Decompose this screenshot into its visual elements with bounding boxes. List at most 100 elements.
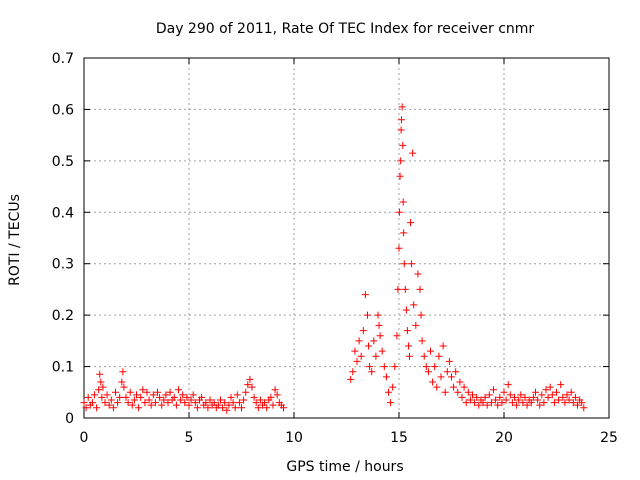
data-point xyxy=(398,103,406,111)
data-point xyxy=(97,378,105,386)
data-point xyxy=(420,352,428,360)
data-point xyxy=(256,396,264,404)
data-point xyxy=(409,149,417,157)
data-point xyxy=(399,198,407,206)
data-point xyxy=(508,399,516,407)
data-point xyxy=(372,352,380,360)
data-point xyxy=(404,342,412,350)
data-point xyxy=(254,404,262,412)
data-point xyxy=(105,401,113,409)
data-point xyxy=(107,396,115,404)
data-point xyxy=(154,388,161,396)
y-tick-label: 0.3 xyxy=(52,257,74,273)
data-point xyxy=(523,401,531,409)
data-point xyxy=(349,368,357,376)
data-point xyxy=(403,327,411,335)
data-point xyxy=(427,347,434,355)
data-point xyxy=(435,352,443,360)
data-point xyxy=(238,404,245,412)
data-point xyxy=(368,368,376,376)
data-point xyxy=(273,391,281,399)
data-point xyxy=(410,301,418,309)
data-point xyxy=(143,388,151,396)
data-point xyxy=(502,396,510,404)
data-point xyxy=(130,396,138,404)
data-point xyxy=(490,386,497,394)
data-point xyxy=(116,393,124,401)
data-point xyxy=(515,396,523,404)
data-point xyxy=(561,399,569,407)
data-point xyxy=(261,399,269,407)
data-point xyxy=(183,393,191,401)
data-point xyxy=(397,126,405,134)
data-point xyxy=(557,381,565,389)
data-point xyxy=(217,396,224,404)
data-point xyxy=(431,363,439,371)
data-point xyxy=(187,396,195,404)
data-point xyxy=(126,388,134,396)
data-point xyxy=(460,383,468,391)
data-point xyxy=(395,208,403,216)
data-point xyxy=(565,396,573,404)
data-point xyxy=(219,404,227,412)
y-tick-labels: 0 0.1 0.2 0.3 0.4 0.5 0.6 0.7 xyxy=(52,51,74,427)
data-point xyxy=(240,396,248,404)
data-point xyxy=(95,386,103,394)
data-point xyxy=(475,401,483,409)
data-point xyxy=(494,401,502,409)
data-point xyxy=(504,381,512,389)
data-point xyxy=(227,393,235,401)
data-point xyxy=(175,386,182,394)
data-point xyxy=(492,396,500,404)
data-point xyxy=(191,399,199,407)
data-point xyxy=(580,404,588,412)
data-point xyxy=(112,388,119,396)
data-point xyxy=(429,378,437,386)
x-tick-label: 25 xyxy=(600,430,618,446)
data-point xyxy=(546,383,554,391)
data-point xyxy=(109,404,117,412)
data-point xyxy=(454,388,462,396)
data-point xyxy=(235,399,243,407)
data-point xyxy=(202,399,210,407)
data-point xyxy=(400,260,408,268)
data-point xyxy=(433,383,441,391)
data-point xyxy=(158,401,166,409)
data-point xyxy=(380,363,388,371)
data-point xyxy=(93,404,101,412)
data-point xyxy=(355,337,363,345)
data-point xyxy=(101,399,109,407)
data-point xyxy=(99,383,107,391)
data-point xyxy=(408,260,416,268)
data-point xyxy=(407,219,415,227)
data-point xyxy=(540,399,548,407)
data-point xyxy=(118,378,126,386)
data-points xyxy=(80,103,588,414)
data-point xyxy=(387,399,395,407)
data-point xyxy=(82,404,90,412)
data-point xyxy=(448,373,455,381)
data-point xyxy=(412,321,420,329)
data-point xyxy=(473,393,481,401)
data-point xyxy=(529,393,537,401)
data-point xyxy=(406,352,413,360)
data-point xyxy=(141,399,149,407)
data-point xyxy=(181,399,189,407)
data-point xyxy=(401,285,409,293)
data-point xyxy=(120,383,128,391)
data-point xyxy=(578,399,586,407)
data-point xyxy=(416,285,424,293)
data-point xyxy=(443,368,451,376)
data-point xyxy=(382,373,390,381)
data-point xyxy=(137,393,145,401)
data-point xyxy=(567,388,575,396)
data-point xyxy=(414,270,422,278)
data-point xyxy=(398,116,406,124)
axis-ticks xyxy=(83,57,610,419)
data-point xyxy=(189,391,197,399)
data-point xyxy=(139,386,147,394)
data-point xyxy=(244,381,252,389)
data-point xyxy=(376,332,384,340)
data-point xyxy=(147,401,155,409)
data-point xyxy=(223,406,231,414)
